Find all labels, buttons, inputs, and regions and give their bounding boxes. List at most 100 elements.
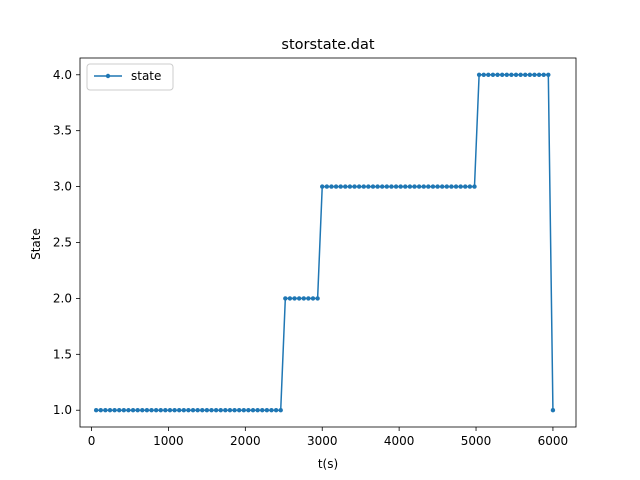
data-point <box>273 408 279 413</box>
data-point <box>393 184 399 189</box>
data-point <box>264 408 270 413</box>
data-point <box>463 184 468 189</box>
x-tick-label: 3000 <box>307 434 338 448</box>
y-axis-label: State <box>29 228 43 260</box>
data-point <box>518 72 523 77</box>
y-tick-label: 3.0 <box>53 180 72 194</box>
data-point <box>495 72 500 77</box>
data-point <box>144 408 150 413</box>
data-point <box>481 72 486 77</box>
data-point <box>412 184 417 189</box>
data-point <box>407 184 413 189</box>
data-point <box>213 408 219 413</box>
data-point <box>181 408 187 413</box>
data-point <box>250 408 256 413</box>
data-point <box>347 184 353 189</box>
data-point <box>527 72 533 77</box>
data-point <box>287 296 293 301</box>
data-point <box>98 408 103 413</box>
data-point <box>135 408 140 413</box>
data-point <box>453 184 459 189</box>
y-tick-label: 4.0 <box>53 68 72 82</box>
data-point <box>550 408 556 413</box>
data-point <box>380 184 385 189</box>
data-point <box>93 408 99 413</box>
data-point <box>490 72 496 77</box>
legend: state <box>86 63 174 91</box>
data-point <box>163 408 168 413</box>
data-point <box>343 184 348 189</box>
data-point <box>523 72 528 77</box>
data-point <box>246 408 251 413</box>
y-tick-label: 1.0 <box>53 403 72 417</box>
data-point <box>126 408 131 413</box>
data-point <box>236 408 242 413</box>
data-point <box>338 184 343 189</box>
data-point <box>306 296 311 301</box>
data-point <box>172 408 177 413</box>
legend-marker-swatch <box>105 73 111 79</box>
data-point <box>227 408 233 413</box>
data-point <box>444 184 450 189</box>
y-tick-label: 1.5 <box>53 347 72 361</box>
data-point <box>292 296 297 301</box>
data-point <box>121 408 127 413</box>
data-point <box>223 408 228 413</box>
x-tick-label: 6000 <box>538 434 569 448</box>
data-point <box>333 184 339 189</box>
data-point <box>103 408 108 413</box>
data-point <box>241 408 246 413</box>
data-point <box>467 184 473 189</box>
data-point <box>398 184 403 189</box>
data-point <box>499 72 505 77</box>
data-point <box>190 408 196 413</box>
data-point <box>435 184 440 189</box>
y-tick-label: 3.5 <box>53 124 72 138</box>
data-point <box>541 72 546 77</box>
data-point <box>218 408 223 413</box>
data-point <box>375 184 380 189</box>
data-point <box>117 408 122 413</box>
data-point <box>449 184 454 189</box>
x-axis-label: t(s) <box>318 457 338 471</box>
data-point <box>366 184 371 189</box>
data-point <box>536 72 542 77</box>
x-tick-label: 5000 <box>461 434 492 448</box>
data-point <box>472 184 477 189</box>
data-point <box>232 408 237 413</box>
data-point <box>153 408 159 413</box>
data-point <box>167 408 173 413</box>
data-point <box>278 408 283 413</box>
data-point <box>283 296 288 301</box>
data-point <box>509 72 514 77</box>
data-point <box>329 184 334 189</box>
data-point <box>403 184 408 189</box>
data-point <box>476 72 482 77</box>
data-point <box>504 72 509 77</box>
x-tick-label: 0 <box>88 434 96 448</box>
data-point <box>356 184 362 189</box>
data-point <box>532 72 537 77</box>
axes: 0 1000 2000 3000 4000 5000 6000 1.0 1.5 2.0 2.5 3.0… <box>53 57 577 448</box>
data-point <box>310 296 316 301</box>
data-point <box>177 408 182 413</box>
y-tick-label: 2.5 <box>53 236 72 250</box>
data-point <box>416 184 422 189</box>
data-point <box>324 184 330 189</box>
data-point <box>315 296 320 301</box>
y-tick-label: 2.0 <box>53 291 72 305</box>
data-point <box>204 408 210 413</box>
plot-area <box>93 72 556 413</box>
data-point <box>301 296 306 301</box>
chart-title: storstate.dat <box>281 37 375 53</box>
data-point <box>440 184 445 189</box>
x-tick-label: 1000 <box>153 434 184 448</box>
data-point <box>546 72 551 77</box>
x-tick-label: 2000 <box>230 434 261 448</box>
data-point <box>200 408 205 413</box>
data-point <box>361 184 366 189</box>
data-point <box>384 184 390 189</box>
data-point <box>209 408 214 413</box>
